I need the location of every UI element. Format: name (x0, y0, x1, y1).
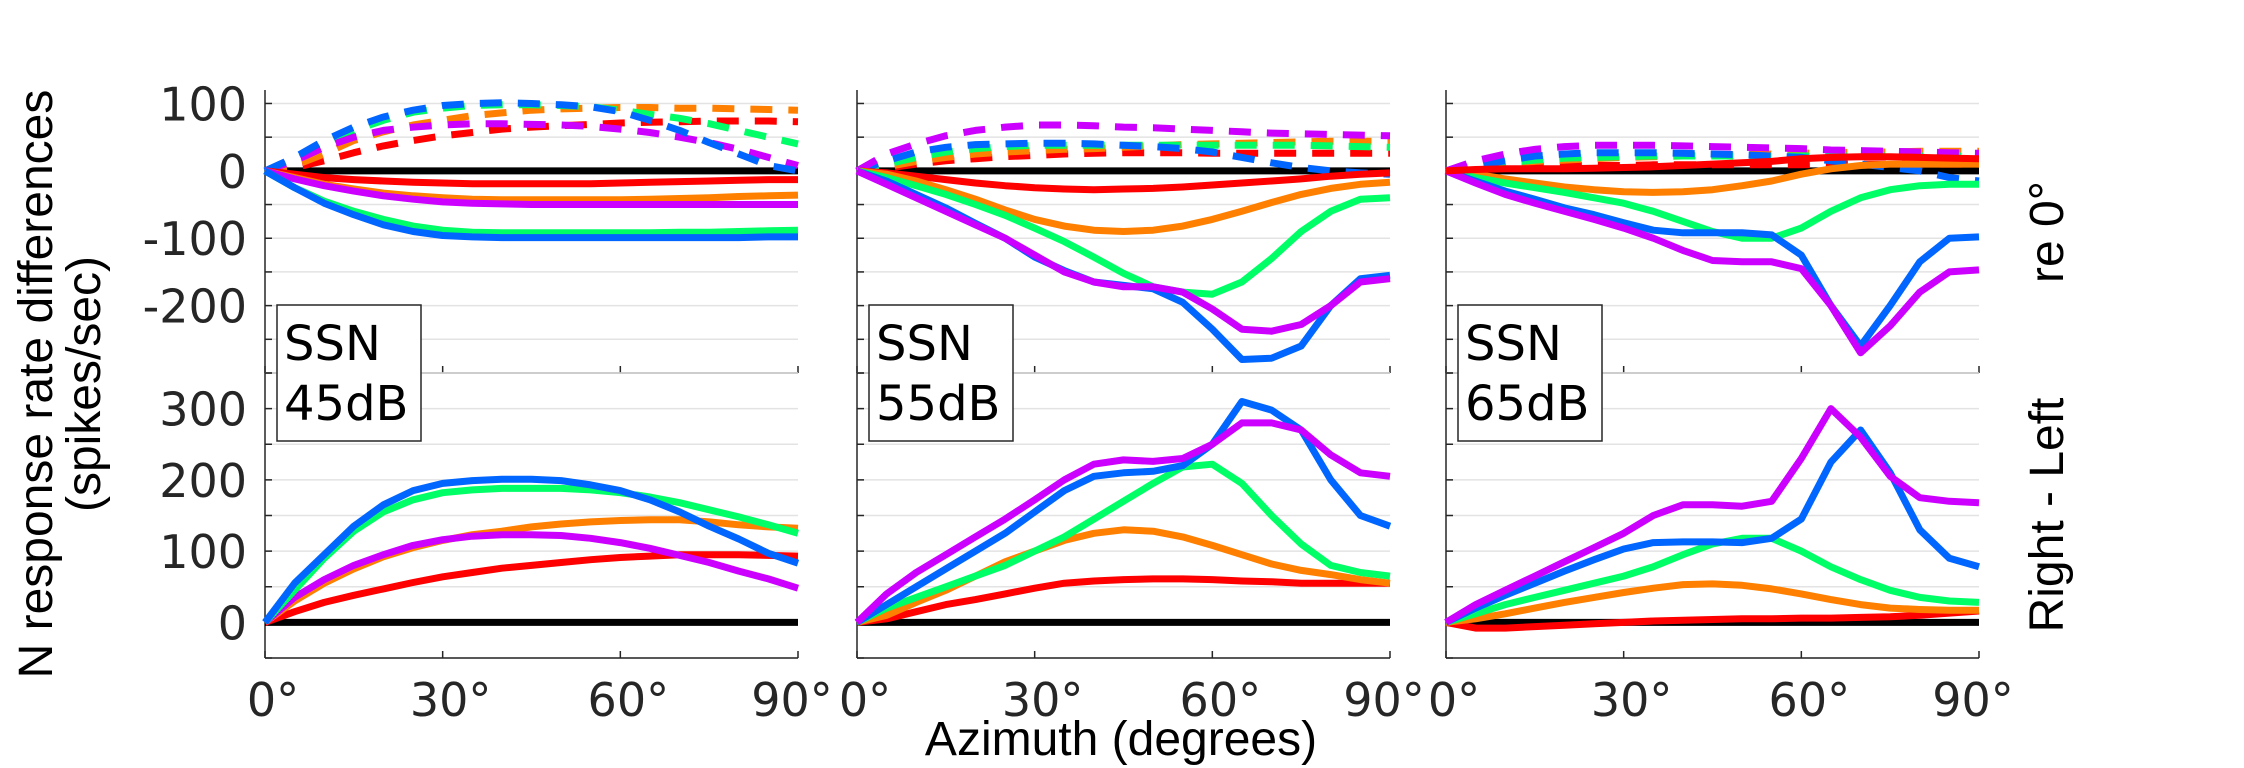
series-line-blue-dashed (855, 139, 1391, 178)
x-tick-label: 30° (410, 673, 492, 727)
series-line-purple-dashed (1444, 141, 1980, 175)
row-label-bottom: Right - Left (2021, 398, 2074, 633)
x-tick-label: 90° (751, 673, 833, 727)
axes-top (855, 90, 1391, 374)
x-tick-label: 30° (1002, 673, 1084, 727)
x-tick-label: 0° (1428, 673, 1480, 727)
series-line-blue-solid (262, 475, 800, 625)
series-line-blue-solid (1444, 167, 1980, 350)
axes-bottom: 300 200 100 0 (159, 372, 800, 659)
x-tick-label: 60° (588, 673, 670, 727)
series-line-purple-solid (854, 419, 1391, 625)
y-axis-label-line-1: N response rate differences (10, 90, 63, 679)
y-tick-label: 0 (218, 596, 247, 650)
series-line-red-solid (856, 167, 1391, 194)
series-line-red-solid (264, 167, 798, 188)
series-line-purple-solid (264, 167, 798, 208)
legend-frame (1457, 304, 1603, 442)
x-tick-label: 60° (1769, 673, 1851, 727)
legend-line-1: SSN (876, 316, 973, 372)
legend-line-1: SSN (284, 316, 381, 372)
x-tick-label: 30° (1591, 673, 1673, 727)
series-line-purple-solid (855, 167, 1391, 335)
legend-line-2: 65dB (1465, 376, 1589, 432)
x-axis-label: Azimuth (degrees) (925, 713, 1317, 766)
series-line-orange-solid (1445, 580, 1979, 626)
legend-line-2: 45dB (284, 376, 408, 432)
y-tick-label: 100 (159, 525, 247, 579)
series-line-purple-dashed (855, 121, 1391, 174)
series-line-red-solid (1445, 153, 1980, 175)
row-label-top: re 0° (2021, 181, 2074, 283)
series-line-purple-solid (1444, 167, 1980, 357)
x-tick-label: 60° (1180, 673, 1262, 727)
y-tick-label: 200 (159, 454, 247, 508)
y-tick-label: 100 (159, 77, 247, 131)
legend-line-2: 55dB (876, 376, 1000, 432)
axes-bottom (1444, 372, 1980, 659)
series-line-red-solid (856, 575, 1390, 626)
series-line-red-solid (1445, 607, 1980, 632)
y-tick-label: -100 (143, 212, 247, 266)
legend-frame (276, 304, 422, 442)
y-tick-label: -200 (143, 280, 247, 334)
axes-top: 100 0 -100 -200 (143, 77, 799, 374)
series-line-green-solid (855, 460, 1391, 626)
y-tick-label: 300 (159, 383, 247, 437)
x-tick-label: 90° (1932, 673, 2014, 727)
series-line-orange-solid (856, 167, 1391, 235)
series-line-purple-solid (262, 531, 800, 626)
series-line-blue-dashed (1445, 149, 1980, 185)
series-line-purple-dashed (263, 120, 799, 175)
series-line-red-solid (263, 551, 799, 626)
x-tick-label: 0° (839, 673, 891, 727)
series-line-green-solid (856, 167, 1391, 298)
y-tick-label: 0 (218, 145, 247, 199)
x-tick-label: 90° (1343, 673, 1425, 727)
series-line-green-solid (262, 484, 799, 625)
x-tick-label: 0° (247, 673, 299, 727)
series-line-orange-solid (1445, 160, 1979, 196)
series-line-purple-solid (1444, 405, 1980, 626)
series-line-blue-dashed (263, 99, 799, 175)
y-axis-label-line-2: (spikes/sec) (58, 256, 111, 512)
legend-line-1: SSN (1465, 316, 1562, 372)
axes-bottom (854, 372, 1392, 659)
legend-frame (868, 304, 1014, 442)
series-line-blue-solid (263, 167, 798, 242)
